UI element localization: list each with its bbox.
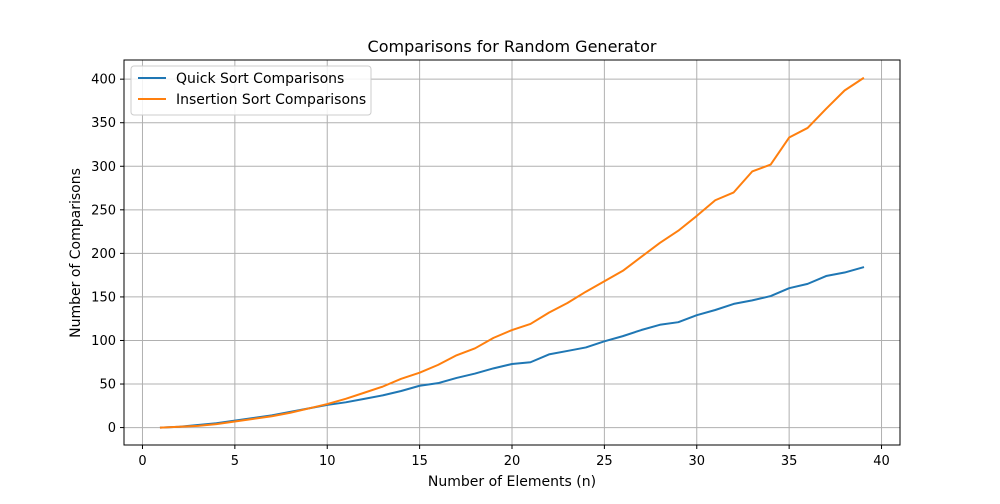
x-tick-label: 5	[231, 454, 239, 469]
x-tick-label: 0	[138, 454, 146, 469]
y-tick-label: 350	[91, 116, 116, 131]
y-tick-label: 50	[99, 378, 116, 393]
legend: Quick Sort Comparisons Insertion Sort Co…	[130, 65, 372, 116]
y-tick-label: 0	[108, 421, 116, 436]
x-tick-label: 20	[504, 454, 521, 469]
legend-box	[130, 65, 372, 116]
x-tick-label: 40	[873, 454, 890, 469]
chart-title: Comparisons for Random Generator	[368, 37, 657, 56]
y-tick-label: 250	[91, 203, 116, 218]
x-tick-label: 30	[688, 454, 705, 469]
y-tick-label: 200	[91, 247, 116, 262]
x-tick-label: 15	[411, 454, 428, 469]
x-axis-label: Number of Elements (n)	[428, 474, 596, 490]
y-tick-label: 150	[91, 290, 116, 305]
legend-label-quick-sort: Quick Sort Comparisons	[176, 71, 344, 87]
series-lines	[159, 76, 865, 429]
legend-label-insertion-sort: Insertion Sort Comparisons	[176, 92, 366, 108]
x-tick-label: 25	[596, 454, 613, 469]
grid-lines	[124, 60, 900, 445]
y-tick-label: 400	[91, 73, 116, 88]
series-line-insertion-sort-comparisons	[159, 76, 865, 429]
y-tick-label: 300	[91, 160, 116, 175]
y-axis-label: Number of Comparisons	[68, 168, 84, 338]
y-tick-label: 100	[91, 334, 116, 349]
x-tick-label: 10	[319, 454, 336, 469]
x-tick-label: 35	[781, 454, 798, 469]
